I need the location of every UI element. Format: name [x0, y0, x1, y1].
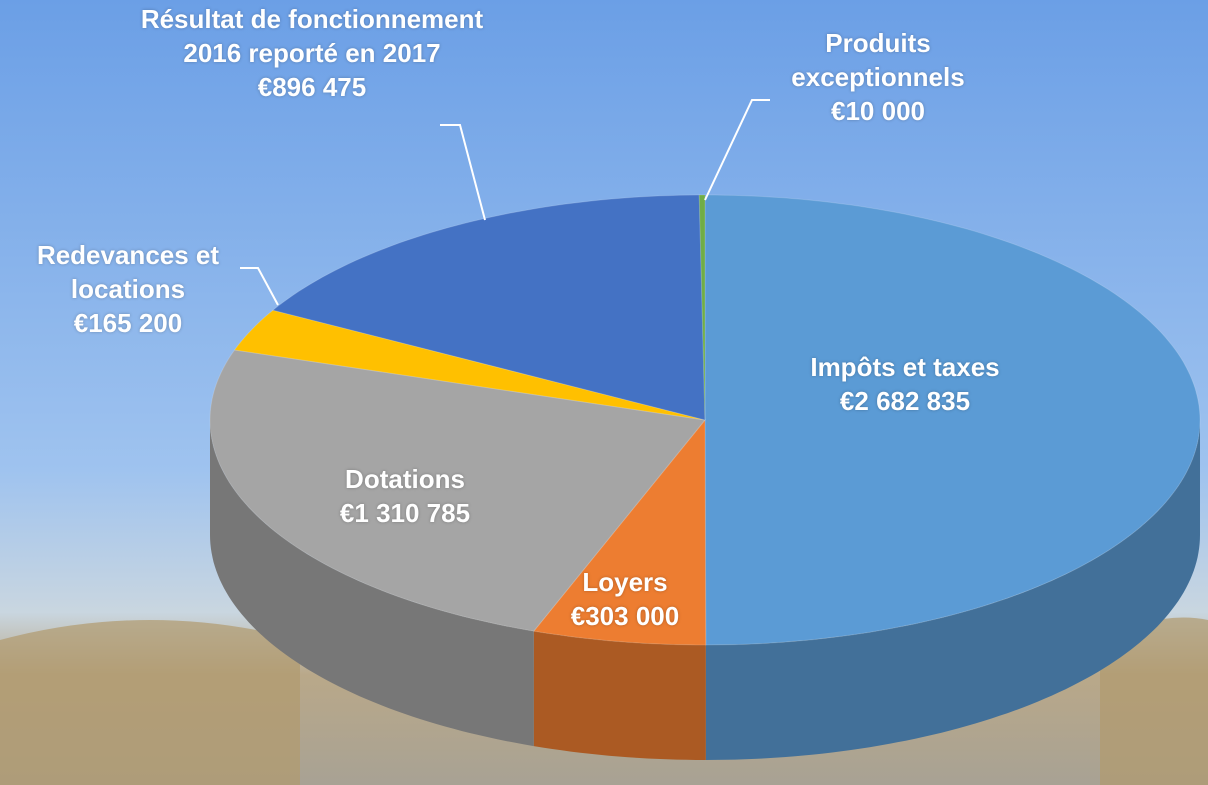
- slice-label: Dotations €1 310 785: [295, 462, 515, 530]
- dune: [0, 620, 300, 785]
- value-label: €303 000: [570, 601, 680, 631]
- slice-label: Redevances et locations €165 200: [0, 238, 258, 340]
- leader-line: [440, 124, 486, 221]
- dune: [1100, 617, 1208, 785]
- slice-label: Produits exceptionnels €10 000: [748, 26, 1008, 128]
- category-label: Impôts et taxes: [810, 352, 1000, 382]
- category-label: Dotations: [345, 464, 465, 494]
- pie: [209, 194, 1201, 760]
- slice-side: [210, 420, 534, 747]
- slice-side: [705, 420, 1200, 760]
- slice-label: Loyers €303 000: [525, 565, 725, 633]
- value-label: €10 000: [831, 96, 925, 126]
- value-label: €165 200: [73, 308, 183, 338]
- category-label: Résultat de fonctionnement 2016 reporté …: [140, 4, 484, 68]
- leader-line: [240, 267, 279, 306]
- slice: [271, 194, 706, 421]
- slice-label: Résultat de fonctionnement 2016 reporté …: [132, 2, 492, 104]
- slice: [209, 349, 706, 632]
- category-label: Produits exceptionnels: [791, 28, 965, 92]
- slice-side: [533, 631, 706, 760]
- slice-label: Impôts et taxes €2 682 835: [755, 350, 1055, 418]
- slice: [698, 194, 706, 421]
- value-label: €896 475: [257, 72, 367, 102]
- category-label: Loyers: [582, 567, 668, 597]
- slice: [704, 194, 1201, 646]
- leader-line: [704, 99, 770, 201]
- category-label: Redevances et locations: [36, 240, 220, 304]
- value-label: €2 682 835: [839, 386, 971, 416]
- slice: [532, 418, 707, 646]
- value-label: €1 310 785: [339, 498, 471, 528]
- slice: [233, 309, 706, 421]
